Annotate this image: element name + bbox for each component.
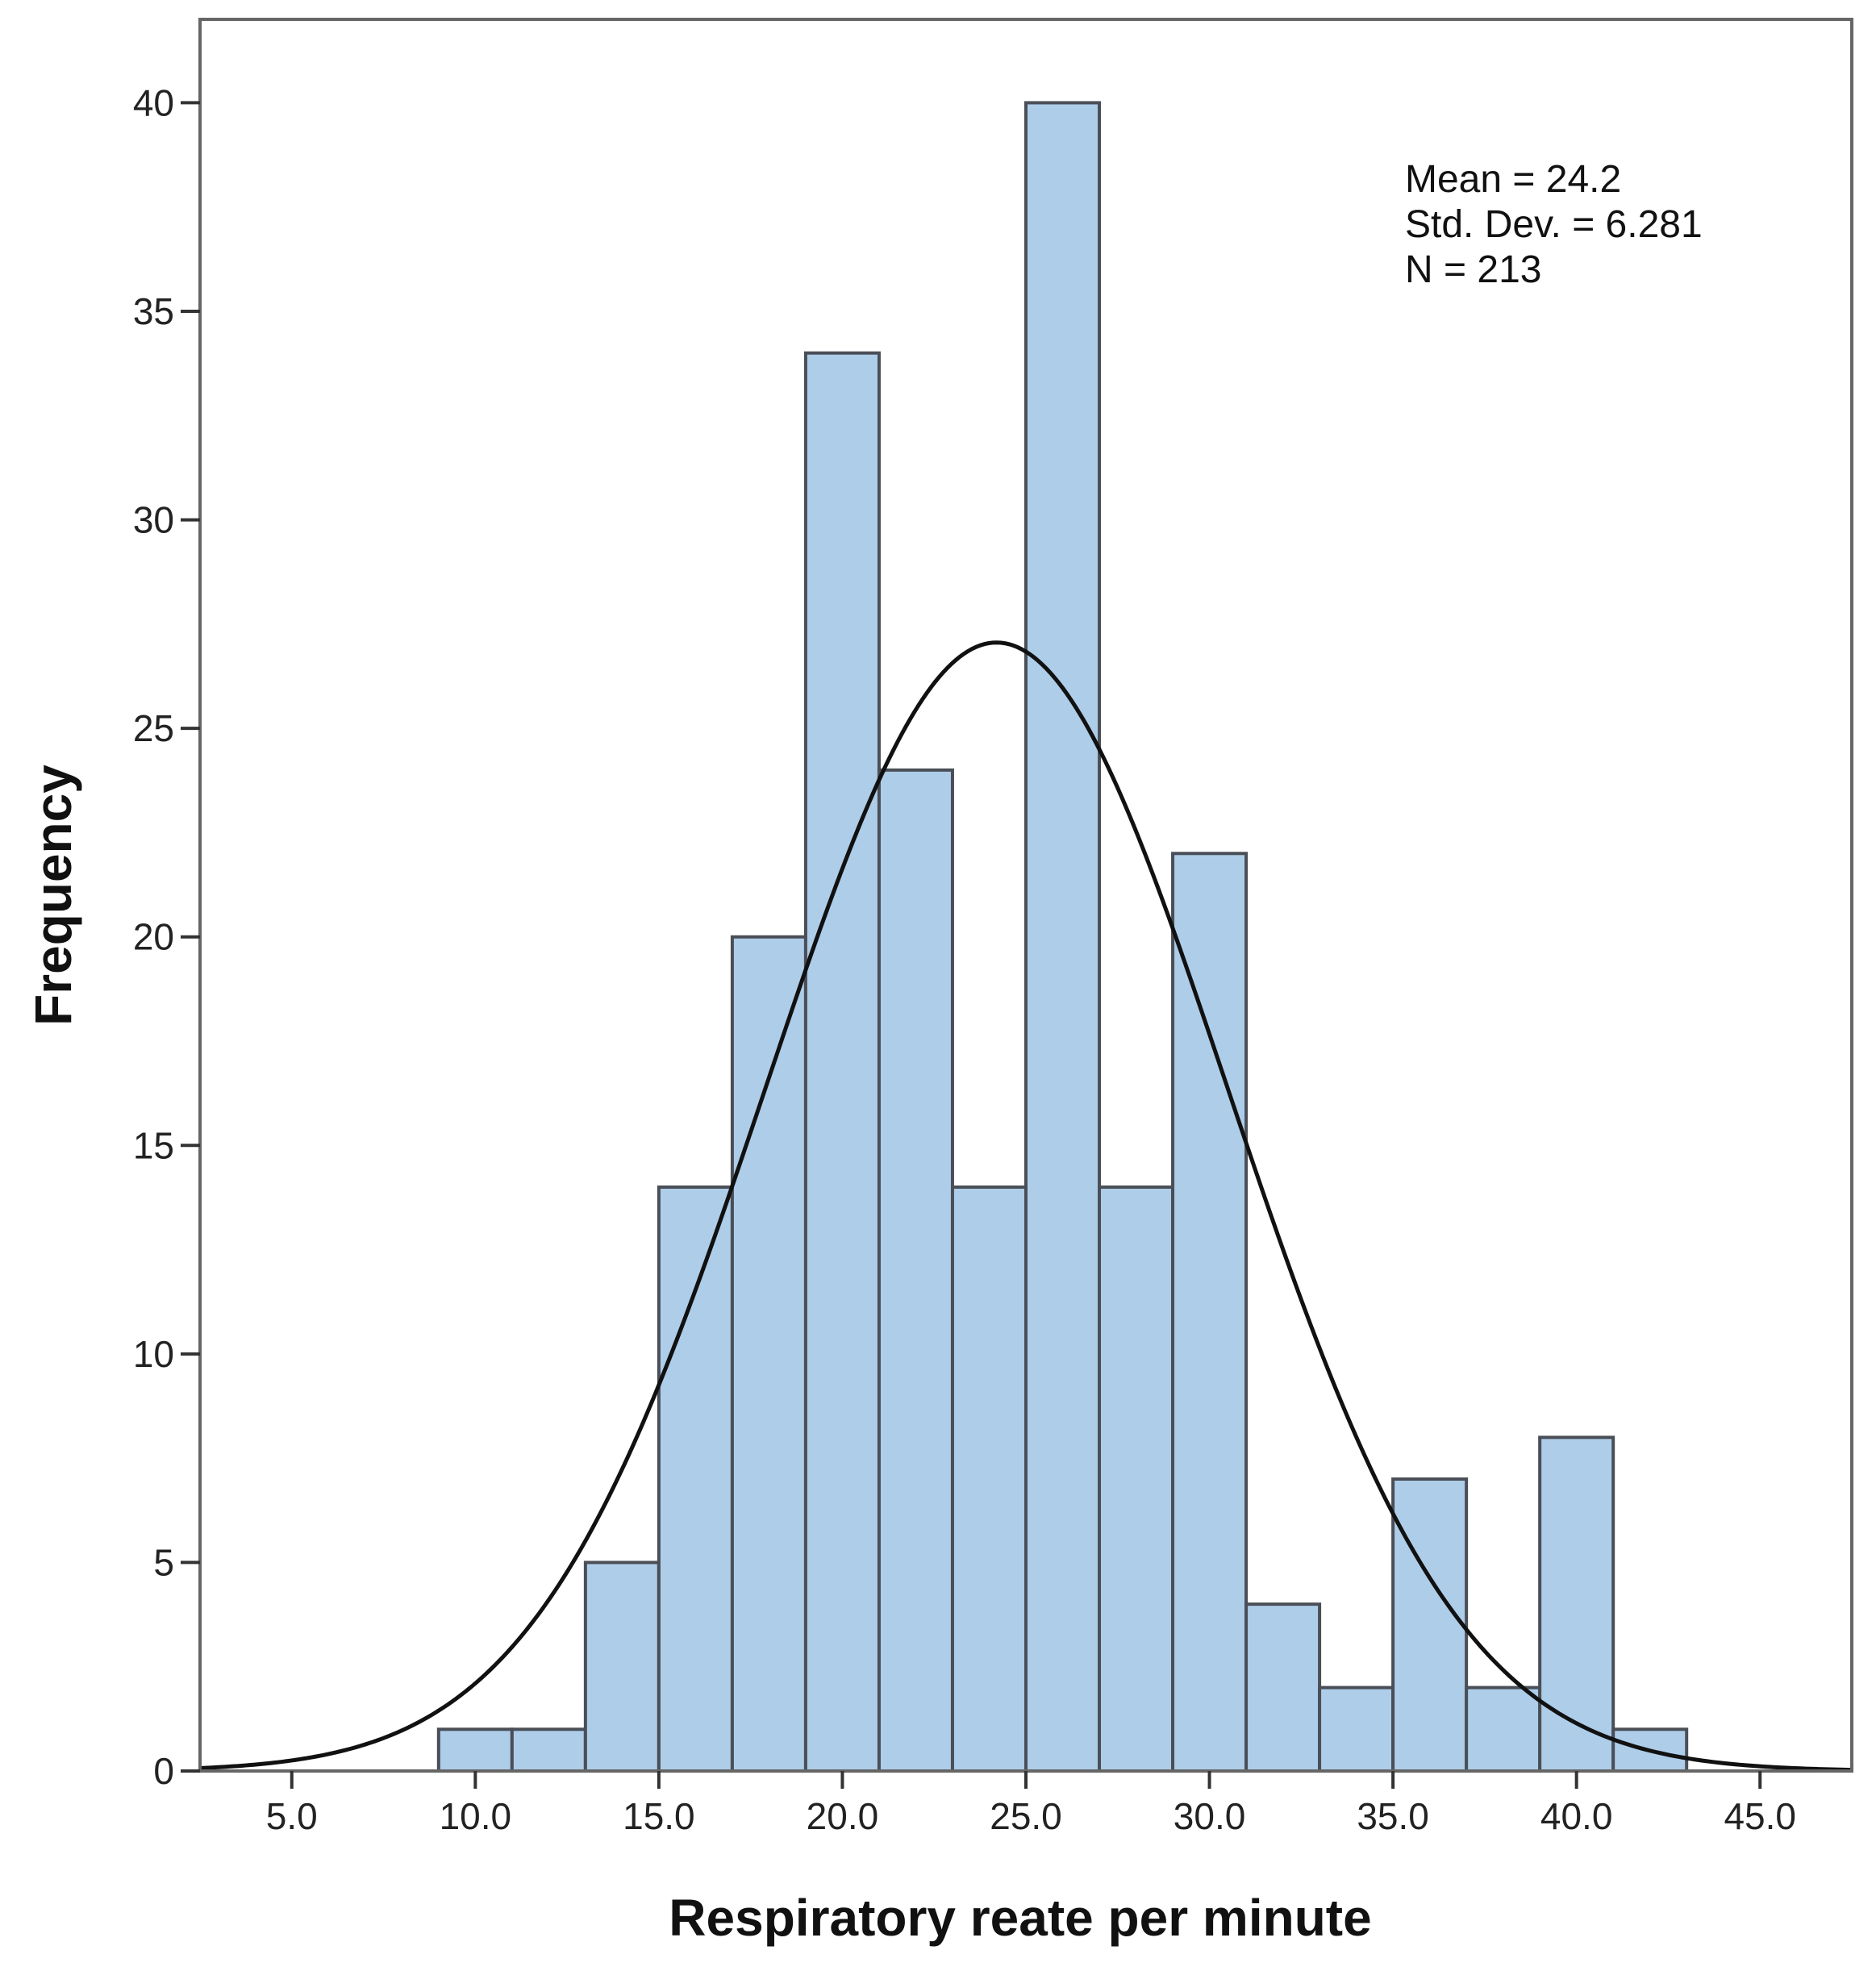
histogram-bar-0 [436,1727,514,1773]
histogram-bar-6 [877,768,954,1773]
x-tick-label-3: 20.0 [807,1795,879,1837]
y-tick-label-4: 20 [133,916,174,958]
y-tick-label-0: 0 [153,1750,174,1792]
histogram-bar-15 [1538,1436,1615,1773]
y-axis-title: Frequency [24,765,82,1026]
x-tick-label-4: 25.0 [990,1795,1062,1837]
histogram-bar-8 [1024,101,1102,1773]
y-tick-label-3: 15 [133,1124,174,1166]
histogram-bar-7 [950,1186,1028,1773]
histogram-bar-10 [1171,852,1249,1773]
histogram-bar-14 [1465,1686,1542,1773]
x-axis: 5.0 10.0 15.0 20.0 25.0 30.0 35.0 40.0 45.0 [266,1771,1796,1837]
bars-group [436,101,1689,1773]
x-tick-label-8: 45.0 [1724,1795,1796,1837]
x-tick-label-7: 40.0 [1540,1795,1613,1837]
histogram-bar-11 [1244,1602,1322,1773]
stats-line-mean: Mean = 24.2 [1405,158,1621,201]
histogram-bar-9 [1098,1186,1175,1773]
x-tick-label-6: 35.0 [1357,1795,1429,1837]
stats-line-sd: Std. Dev. = 6.281 [1405,203,1703,246]
histogram-bar-12 [1318,1686,1395,1773]
histogram-bar-1 [510,1727,587,1773]
y-tick-label-1: 5 [153,1541,174,1583]
x-tick-label-0: 5.0 [266,1795,318,1837]
y-axis: 0 5 10 15 20 25 30 35 40 [133,81,200,1792]
normal-curve [199,640,1853,1773]
stats-line-n: N = 213 [1405,248,1541,291]
y-tick-label-2: 10 [133,1333,174,1375]
histogram-bar-5 [803,351,881,1773]
histogram-bar-3 [657,1186,734,1773]
x-tick-label-2: 15.0 [623,1795,695,1837]
y-tick-label-5: 25 [133,707,174,749]
x-tick-label-1: 10.0 [440,1795,512,1837]
y-tick-label-6: 30 [133,499,174,541]
x-axis-title: Respiratory reate per minute [669,1889,1371,1947]
histogram-bar-2 [583,1561,661,1773]
y-tick-label-7: 35 [133,290,174,332]
histogram-bar-4 [730,935,807,1773]
x-tick-label-5: 30.0 [1174,1795,1246,1837]
y-tick-label-8: 40 [133,81,174,123]
histogram-bar-13 [1391,1477,1469,1773]
